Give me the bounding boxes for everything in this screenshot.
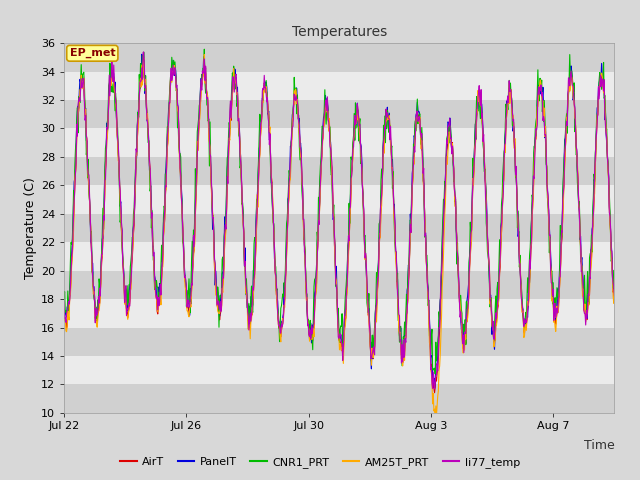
AirT bbox=[140, 58, 148, 63]
li77_temp bbox=[372, 300, 380, 306]
AM25T_PRT bbox=[80, 75, 88, 81]
Bar bbox=[64, 356, 614, 384]
PanelT bbox=[291, 91, 298, 96]
Bar bbox=[64, 157, 614, 185]
PanelT bbox=[60, 307, 68, 312]
AM25T_PRT bbox=[200, 52, 208, 58]
AirT bbox=[611, 294, 618, 300]
Bar bbox=[64, 299, 614, 327]
Bar bbox=[64, 242, 614, 271]
Line: AM25T_PRT: AM25T_PRT bbox=[64, 55, 614, 416]
AM25T_PRT bbox=[433, 413, 440, 419]
CNR1_PRT bbox=[506, 88, 514, 94]
Bar bbox=[64, 43, 614, 72]
Bar bbox=[64, 72, 614, 100]
PanelT bbox=[372, 302, 380, 308]
Bar bbox=[64, 327, 614, 356]
Bar bbox=[64, 271, 614, 299]
CNR1_PRT bbox=[291, 74, 298, 80]
PanelT bbox=[506, 82, 514, 88]
AM25T_PRT bbox=[189, 256, 197, 262]
AM25T_PRT bbox=[291, 88, 298, 94]
AirT bbox=[261, 84, 269, 89]
AirT bbox=[431, 390, 438, 396]
AirT bbox=[190, 248, 198, 253]
li77_temp bbox=[60, 299, 68, 304]
Bar bbox=[64, 129, 614, 157]
Text: Time: Time bbox=[584, 439, 614, 452]
AirT bbox=[60, 308, 68, 313]
PanelT bbox=[190, 240, 198, 246]
Line: CNR1_PRT: CNR1_PRT bbox=[64, 49, 614, 374]
Line: PanelT: PanelT bbox=[64, 54, 614, 388]
AM25T_PRT bbox=[372, 319, 380, 325]
li77_temp bbox=[140, 49, 148, 55]
li77_temp bbox=[80, 75, 88, 81]
PanelT bbox=[261, 88, 269, 94]
Legend: AirT, PanelT, CNR1_PRT, AM25T_PRT, li77_temp: AirT, PanelT, CNR1_PRT, AM25T_PRT, li77_… bbox=[116, 452, 524, 472]
AM25T_PRT bbox=[611, 287, 618, 292]
Bar bbox=[64, 185, 614, 214]
AirT bbox=[80, 80, 88, 85]
CNR1_PRT bbox=[200, 47, 208, 52]
Bar bbox=[64, 384, 614, 413]
Y-axis label: Temperature (C): Temperature (C) bbox=[24, 177, 36, 279]
CNR1_PRT bbox=[80, 69, 88, 75]
li77_temp bbox=[190, 244, 198, 250]
PanelT bbox=[80, 77, 88, 83]
PanelT bbox=[431, 385, 438, 391]
li77_temp bbox=[291, 91, 298, 97]
li77_temp bbox=[261, 85, 269, 91]
CNR1_PRT bbox=[189, 227, 197, 233]
AM25T_PRT bbox=[261, 90, 269, 96]
AM25T_PRT bbox=[506, 101, 514, 107]
AM25T_PRT bbox=[60, 309, 68, 315]
AirT bbox=[506, 89, 514, 95]
li77_temp bbox=[506, 88, 514, 94]
PanelT bbox=[611, 285, 618, 291]
CNR1_PRT bbox=[611, 290, 618, 296]
Bar bbox=[64, 214, 614, 242]
Bar bbox=[64, 100, 614, 129]
li77_temp bbox=[611, 293, 618, 299]
Line: li77_temp: li77_temp bbox=[64, 52, 614, 389]
CNR1_PRT bbox=[372, 270, 380, 276]
CNR1_PRT bbox=[60, 296, 68, 301]
AirT bbox=[291, 93, 298, 98]
Title: Temperatures: Temperatures bbox=[292, 25, 387, 39]
PanelT bbox=[138, 51, 146, 57]
li77_temp bbox=[431, 386, 438, 392]
Line: AirT: AirT bbox=[64, 60, 614, 393]
AirT bbox=[372, 309, 380, 315]
CNR1_PRT bbox=[431, 371, 439, 377]
CNR1_PRT bbox=[261, 81, 269, 87]
Text: EP_met: EP_met bbox=[70, 48, 115, 59]
